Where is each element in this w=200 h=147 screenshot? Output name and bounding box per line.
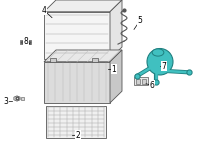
Polygon shape: [44, 0, 122, 12]
Bar: [92, 58, 98, 62]
Polygon shape: [20, 38, 31, 44]
Text: 7: 7: [162, 62, 166, 71]
Text: 4: 4: [42, 6, 46, 15]
Bar: [134, 77, 148, 85]
Bar: [21, 97, 24, 100]
Polygon shape: [14, 96, 20, 101]
Text: 5: 5: [138, 16, 142, 25]
Text: 2: 2: [76, 131, 80, 140]
Bar: [50, 58, 56, 62]
Text: 1: 1: [112, 65, 116, 74]
Bar: [44, 12, 110, 59]
Polygon shape: [110, 0, 122, 59]
Bar: [142, 79, 146, 84]
Bar: [44, 62, 110, 103]
Bar: [46, 106, 106, 138]
Polygon shape: [44, 50, 122, 62]
Bar: [136, 79, 140, 84]
Polygon shape: [110, 50, 122, 103]
Text: 3: 3: [4, 97, 8, 106]
Text: 8: 8: [24, 37, 28, 46]
Text: 6: 6: [150, 81, 154, 90]
Ellipse shape: [147, 49, 173, 75]
Ellipse shape: [152, 49, 164, 56]
